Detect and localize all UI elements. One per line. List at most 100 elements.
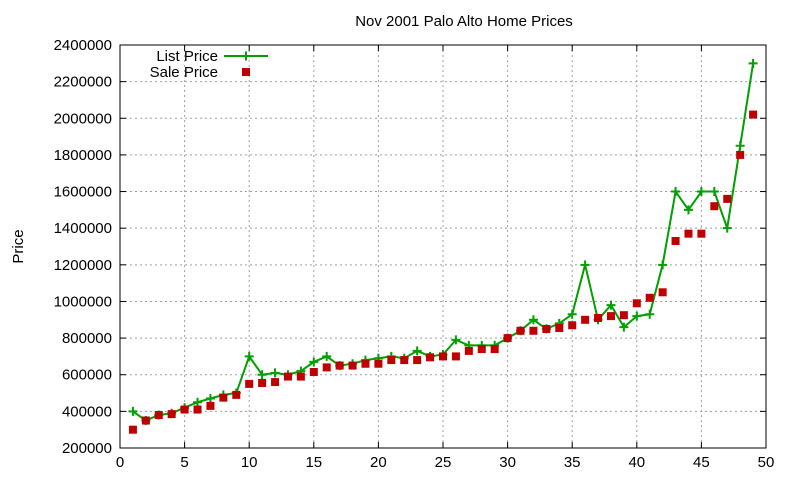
series-layer [128,58,758,434]
sale-price-point [387,356,396,365]
list-price-point [709,187,719,197]
sale-price-point [439,352,447,361]
y-tick-label: 2400000 [54,37,112,54]
legend-marker-sale-price [242,68,250,76]
list-price-point [619,322,629,332]
x-tick-label: 30 [499,454,516,471]
x-tick-label: 40 [628,454,645,471]
sale-price-point [490,345,499,354]
axis-ticks: 0 5 10 15 20 25 30 35 40 45 50 200000 400000 600000 80… [54,37,775,471]
sale-price-point [348,361,357,370]
y-tick-label: 1600000 [54,184,112,201]
y-tick-label: 800000 [62,330,112,347]
list-price-point [412,346,422,356]
sale-price-point [309,367,318,376]
sale-price-point [141,416,150,425]
list-price-point [632,311,642,321]
sale-price-point [219,393,228,402]
list-price-point [567,309,577,319]
x-tick-label: 5 [180,454,188,471]
sale-price-point [477,345,486,354]
list-price-point [606,300,616,310]
sale-price-point [206,401,215,410]
list-price-point [528,315,538,325]
sale-price-point [632,299,641,308]
sale-price-point [581,315,590,324]
sale-price-point [426,353,435,362]
list-price-point [193,397,203,407]
x-tick-label: 45 [693,454,710,471]
sale-price-point [322,363,331,372]
legend-label-list-price: List Price [156,48,218,65]
list-price-point [309,357,319,367]
list-price-point [244,351,254,361]
list-price-point [658,260,668,270]
sale-price-point [361,359,370,368]
sale-price-point [296,372,305,381]
list-price-point [696,187,706,197]
sale-price-point [464,346,473,355]
list-price-point [270,368,280,378]
sale-price-point [568,321,577,330]
list-price-point [645,309,655,319]
list-price-point [735,141,745,151]
y-tick-label: 1400000 [54,220,112,237]
y-tick-label: 1000000 [54,293,112,310]
sale-price-point [658,288,667,297]
sale-price-point [245,379,254,388]
y-tick-label: 2200000 [54,74,112,91]
x-tick-label: 35 [564,454,581,471]
grid-lines [120,45,766,448]
sale-price-point [684,229,693,238]
sale-price-point [413,356,422,365]
legend: List Price Sale Price [150,48,268,81]
legend-marker-list-price [241,51,251,61]
list-price-point [451,335,461,345]
sale-price-point [180,405,189,414]
x-tick-label: 10 [241,454,258,471]
list-price-point [205,394,215,404]
sale-price-point [723,194,732,203]
sale-price-point [645,293,654,302]
list-price-point [580,260,590,270]
list-price-point [128,406,138,416]
sale-price-point [697,229,706,238]
sale-price-point [671,237,680,246]
list-price-point [257,370,267,380]
sale-price-point [594,313,603,322]
y-tick-label: 400000 [62,403,112,420]
list-price-point [683,205,693,215]
sale-price-point [128,425,137,434]
sale-price-point [271,378,280,387]
list-price-point [748,58,758,68]
y-tick-label: 1800000 [54,147,112,164]
y-tick-label: 2000000 [54,110,112,127]
sale-price-point [154,411,163,420]
x-tick-label: 25 [435,454,452,471]
x-tick-label: 15 [305,454,322,471]
sale-price-point [451,352,460,361]
x-tick-label: 50 [758,454,775,471]
sale-price-point [606,312,615,321]
x-tick-label: 20 [370,454,387,471]
chart-title: Nov 2001 Palo Alto Home Prices [355,13,573,30]
y-tick-label: 1200000 [54,257,112,274]
list-price-point [671,187,681,197]
sale-price-point [619,311,628,320]
y-tick-label: 600000 [62,367,112,384]
y-tick-label: 200000 [62,440,112,457]
sale-price-point [283,372,292,381]
sale-price-point [503,334,512,343]
sale-price-point [167,410,176,419]
sale-price-point [529,326,538,335]
sale-price-point [335,361,344,370]
series-sale-price [128,110,758,434]
list-price-point [322,351,332,361]
sale-price-point [516,326,525,335]
legend-label-sale-price: Sale Price [150,64,218,81]
sale-price-point [736,150,745,159]
sale-price-point [258,378,267,387]
list-price-point [722,223,732,233]
sale-price-point [710,202,719,211]
